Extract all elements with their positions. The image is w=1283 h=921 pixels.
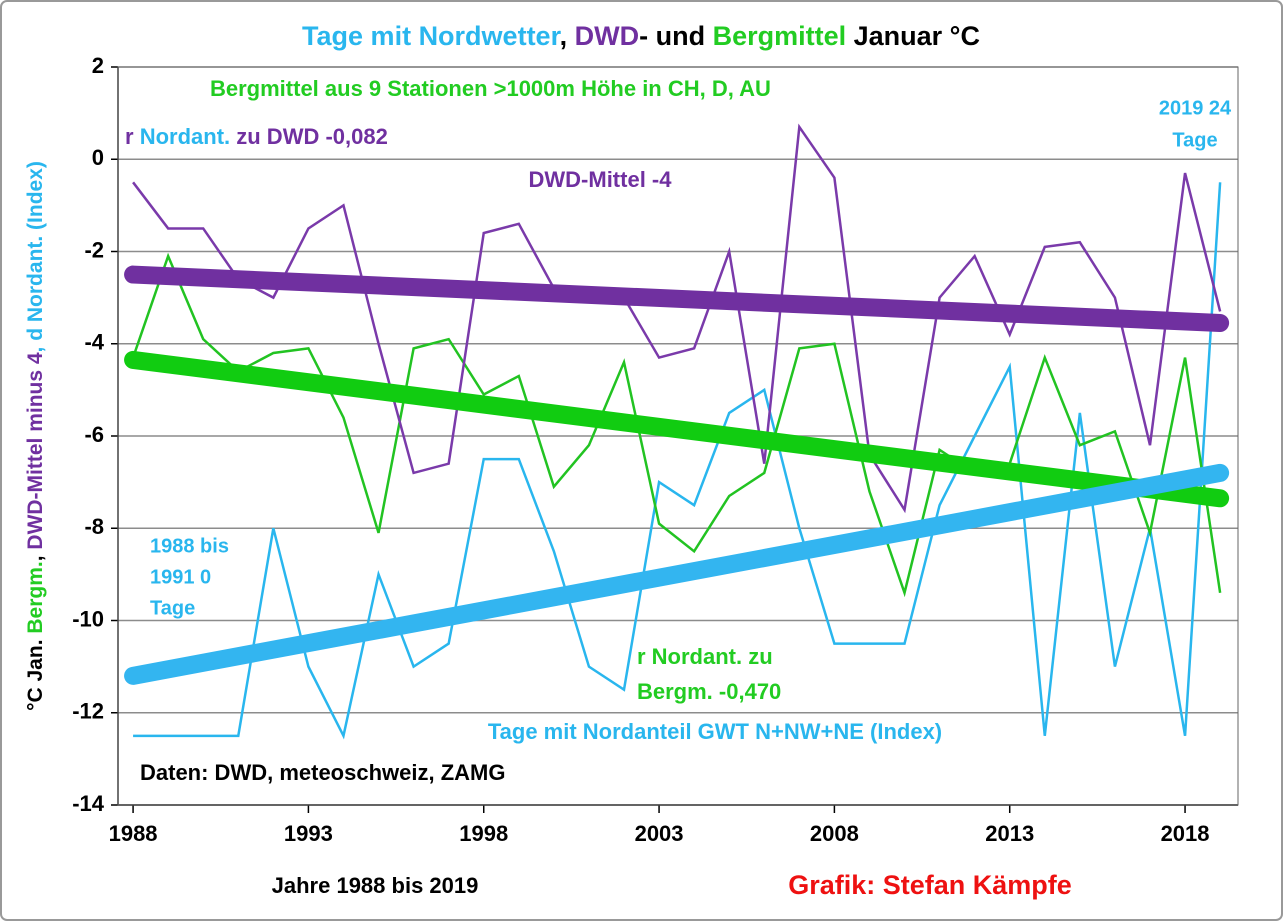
credit: Grafik: Stefan Kämpfe [788, 870, 1072, 900]
y-axis-label-part: Bergm. [24, 561, 47, 633]
x-tick-label: 1998 [459, 821, 508, 846]
chart-title-part: Tage mit Nordwetter [302, 21, 562, 51]
annotation: Tage [150, 597, 195, 619]
trend-line [124, 463, 1230, 685]
annotation: r Nordant. zu DWD -0,082 [125, 124, 388, 149]
y-tick-label: -14 [72, 791, 105, 816]
annotation: Daten: DWD, meteoschweiz, ZAMG [140, 760, 505, 785]
annotation: DWD-Mittel -4 [529, 167, 673, 192]
y-axis-label-part: DWD-Mittel minus 4 [24, 352, 47, 549]
trend-line [124, 265, 1230, 332]
x-tick-label: 2003 [635, 821, 684, 846]
annotation: Tage [1172, 129, 1217, 151]
annotation: 2019 24 [1159, 97, 1232, 119]
chart-title-part: DWD [575, 21, 639, 51]
y-tick-label: -2 [84, 237, 104, 262]
chart-title: Tage mit Nordwetter, DWD- und Bergmittel… [302, 21, 980, 51]
series-line [133, 182, 1222, 740]
annotation: Bergm. -0,470 [637, 679, 781, 704]
annotation: 1991 0 [150, 566, 211, 588]
y-tick-label: -12 [72, 699, 104, 724]
annotation: Tage mit Nordanteil GWT N+NW+NE (Index) [488, 719, 942, 744]
x-tick-label: 2018 [1161, 821, 1210, 846]
x-tick-label: 1993 [284, 821, 333, 846]
x-tick-label: 2013 [985, 821, 1034, 846]
chart-title-part: - und [639, 21, 712, 51]
annotation-part: Nordant. [140, 124, 230, 149]
y-tick-label: 2 [92, 53, 104, 78]
y-tick-label: 0 [92, 145, 104, 170]
chart-title-part: Bergmittel [713, 21, 847, 51]
trend-line [124, 350, 1230, 508]
y-tick-label: -4 [84, 330, 104, 355]
y-tick-label: -10 [72, 606, 104, 631]
series-line [132, 123, 1222, 514]
chart-title-part: , [560, 21, 575, 51]
annotation-part: r [125, 124, 140, 149]
y-axis-label-part: , [24, 550, 47, 562]
y-axis-label-part: °C Jan. [24, 634, 47, 711]
series-line [131, 252, 1222, 598]
annotation: r Nordant. zu [637, 644, 773, 669]
chart-title-part: Januar °C [846, 21, 980, 51]
y-axis-label-part: , d Nordant. (Index) [24, 161, 47, 352]
plot-border [117, 66, 1239, 806]
y-tick-label: -8 [84, 514, 104, 539]
annotation-part: zu DWD -0,082 [230, 124, 388, 149]
annotation: Bergmittel aus 9 Stationen >1000m Höhe i… [210, 76, 771, 101]
y-axis-label: °C Jan. Bergm., DWD-Mittel minus 4, d No… [24, 161, 47, 711]
x-tick-label: 1988 [109, 821, 158, 846]
x-axis-label: Jahre 1988 bis 2019 [272, 873, 479, 898]
y-tick-label: -6 [84, 422, 104, 447]
x-tick-label: 2008 [810, 821, 859, 846]
annotation: 1988 bis [150, 535, 229, 557]
